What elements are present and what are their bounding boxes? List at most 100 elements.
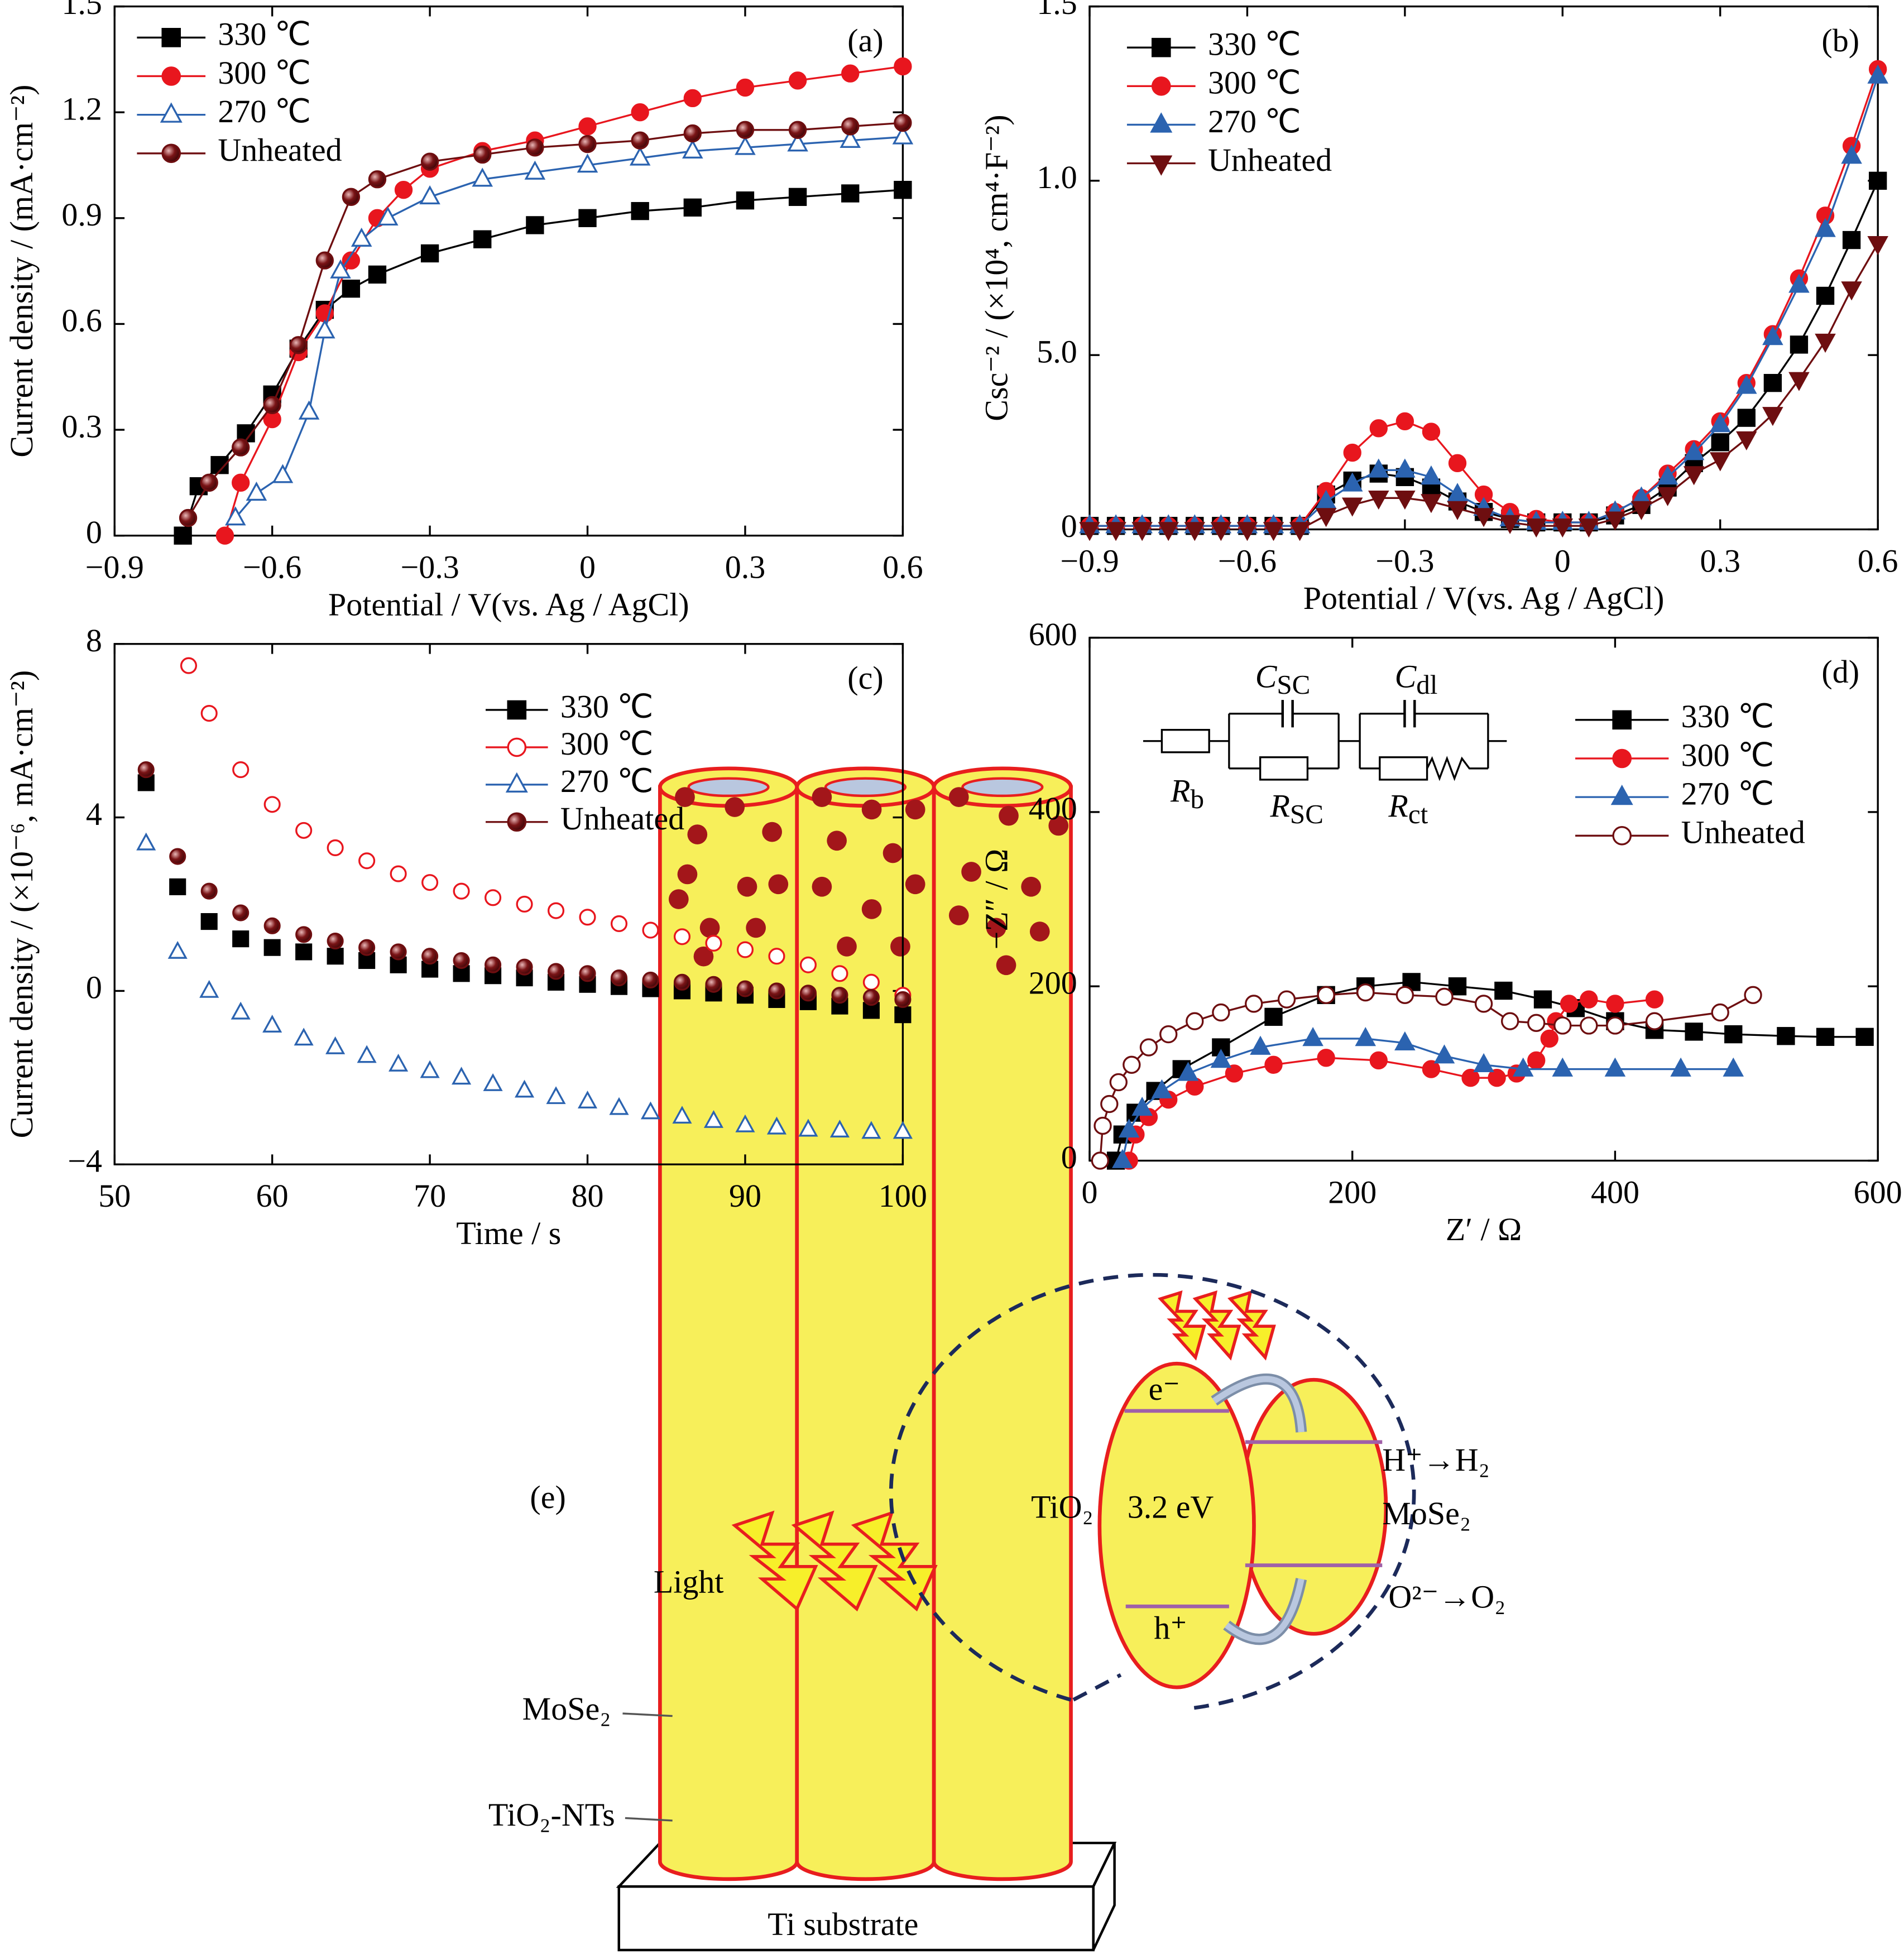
legend-marker bbox=[1612, 710, 1632, 730]
marker bbox=[390, 943, 407, 961]
marker bbox=[705, 934, 722, 952]
x-tick-label: 100 bbox=[879, 1178, 927, 1214]
marker bbox=[330, 259, 351, 279]
marker bbox=[1369, 419, 1388, 438]
legend-label: Unheated bbox=[1681, 814, 1805, 851]
legend-marker bbox=[507, 700, 527, 720]
marker bbox=[1604, 511, 1626, 531]
legend-label: 330 ℃ bbox=[560, 688, 654, 724]
marker bbox=[1225, 1064, 1244, 1083]
diagram-label: TiO₂ bbox=[1031, 1489, 1094, 1525]
marker bbox=[1711, 433, 1729, 452]
marker bbox=[1604, 1057, 1626, 1077]
diagram-label: TiO₂-NTs bbox=[488, 1797, 615, 1833]
marker bbox=[1341, 472, 1363, 492]
y-tick-label: 0.6 bbox=[61, 303, 102, 339]
marker bbox=[1341, 497, 1363, 517]
marker bbox=[232, 904, 250, 921]
series-line bbox=[1121, 1038, 1734, 1161]
marker bbox=[136, 832, 156, 851]
y-axis-label: −Z″ / Ω bbox=[979, 849, 1015, 950]
y-tick-label: 0 bbox=[86, 514, 102, 550]
marker bbox=[1762, 326, 1783, 345]
marker bbox=[272, 464, 294, 483]
marker bbox=[1816, 1028, 1835, 1046]
marker bbox=[394, 181, 413, 199]
marker bbox=[1394, 491, 1416, 510]
y-tick-label: 1.5 bbox=[61, 0, 102, 21]
diagram-label: O²⁻→O₂ bbox=[1388, 1578, 1505, 1615]
y-tick-label: 0 bbox=[1061, 508, 1077, 544]
marker bbox=[1474, 995, 1493, 1013]
marker bbox=[200, 913, 218, 930]
diagram-label: 3.2 eV bbox=[1128, 1489, 1214, 1525]
marker bbox=[1302, 1027, 1323, 1046]
legend-marker bbox=[505, 772, 528, 793]
y-tick-label: 600 bbox=[1029, 616, 1077, 652]
marker bbox=[736, 941, 754, 958]
marker bbox=[295, 926, 313, 943]
x-tick-label: −0.3 bbox=[1375, 542, 1434, 579]
marker bbox=[788, 71, 807, 90]
marker bbox=[1264, 1055, 1283, 1074]
marker bbox=[342, 188, 361, 207]
marker bbox=[421, 948, 439, 965]
marker bbox=[1447, 483, 1468, 502]
panel-label: (b) bbox=[1821, 22, 1859, 59]
legend-marker bbox=[507, 812, 527, 832]
x-tick-label: 0.3 bbox=[725, 549, 766, 585]
marker bbox=[1317, 986, 1335, 1005]
marker bbox=[577, 153, 598, 173]
marker bbox=[526, 138, 544, 157]
marker bbox=[453, 952, 470, 969]
marker bbox=[1657, 487, 1678, 506]
y-tick-label: 400 bbox=[1029, 790, 1077, 827]
marker bbox=[861, 1121, 881, 1139]
legend-marker bbox=[1151, 37, 1171, 57]
marker bbox=[642, 921, 659, 939]
marker bbox=[1683, 466, 1705, 486]
x-axis-label: Time / s bbox=[456, 1215, 561, 1251]
marker bbox=[289, 336, 308, 354]
marker bbox=[798, 1118, 818, 1137]
x-tick-label: −0.9 bbox=[1060, 542, 1119, 579]
x-tick-label: 60 bbox=[256, 1178, 289, 1214]
marker bbox=[298, 400, 320, 420]
marker bbox=[315, 251, 334, 270]
marker bbox=[894, 991, 912, 1009]
marker bbox=[546, 1086, 566, 1105]
y-tick-label: 0.3 bbox=[61, 408, 102, 444]
marker bbox=[766, 1116, 786, 1135]
y-tick-label: 5.0 bbox=[1037, 333, 1077, 369]
marker bbox=[1552, 518, 1574, 538]
marker bbox=[357, 1045, 377, 1063]
marker bbox=[325, 1036, 346, 1054]
marker bbox=[1315, 489, 1337, 509]
marker bbox=[263, 796, 281, 813]
y-tick-label: −4 bbox=[68, 1143, 102, 1179]
legend-label: 300 ℃ bbox=[218, 55, 311, 91]
marker bbox=[578, 135, 597, 153]
legend-label: 300 ℃ bbox=[1681, 737, 1774, 773]
diagram-label: MoSe₂ bbox=[1382, 1495, 1471, 1531]
marker bbox=[1447, 501, 1468, 520]
marker bbox=[1210, 522, 1232, 541]
marker bbox=[631, 131, 649, 150]
marker bbox=[180, 657, 198, 674]
marker bbox=[1737, 409, 1756, 427]
marker bbox=[263, 396, 281, 414]
marker bbox=[547, 963, 565, 980]
marker bbox=[841, 184, 860, 203]
marker bbox=[1263, 522, 1284, 541]
circuit-label: Rb bbox=[1170, 773, 1204, 814]
marker bbox=[736, 121, 755, 139]
y-tick-label: 0 bbox=[86, 969, 102, 1006]
marker bbox=[1118, 1118, 1140, 1138]
marker bbox=[1855, 1028, 1874, 1046]
legend-label: Unheated bbox=[218, 132, 342, 168]
x-tick-label: −0.6 bbox=[1218, 542, 1277, 579]
marker bbox=[137, 761, 155, 779]
marker bbox=[200, 882, 218, 900]
diagram-label: e⁻ bbox=[1149, 1371, 1180, 1407]
marker bbox=[1527, 1051, 1546, 1070]
